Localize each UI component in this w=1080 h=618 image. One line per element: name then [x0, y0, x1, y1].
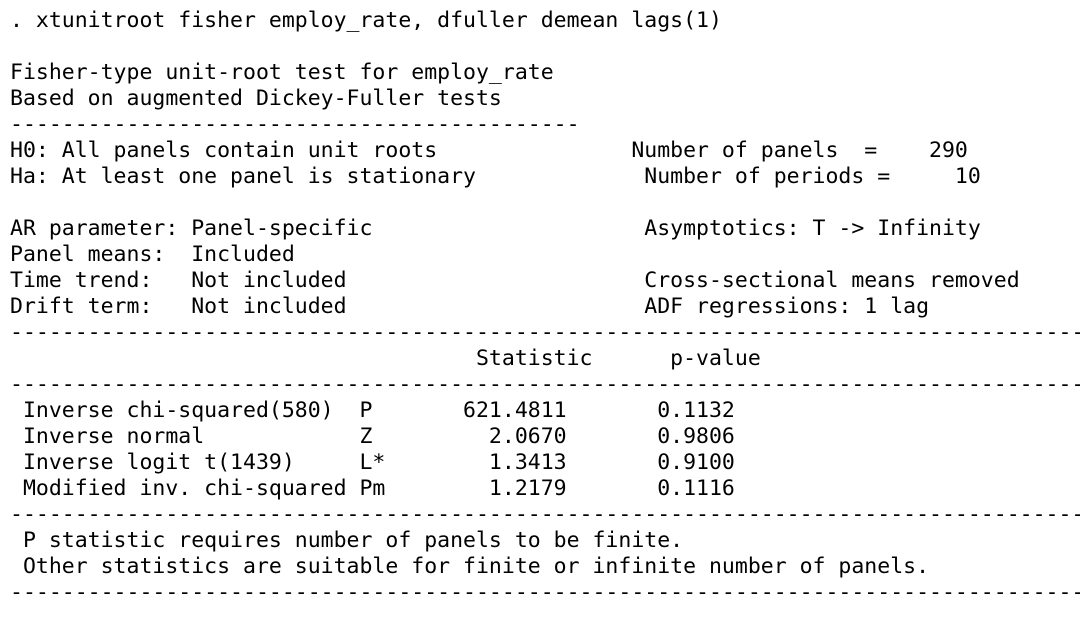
- time-trend-line: Time trend: Not included Cross-sectional…: [10, 268, 1020, 293]
- panel-means-line: Panel means: Included: [10, 242, 295, 267]
- table-row: Inverse chi-squared(580) P 621.4811 0.11…: [10, 398, 735, 423]
- h0-line: H0: All panels contain unit roots Number…: [10, 138, 968, 163]
- note-line-1: P statistic requires number of panels to…: [10, 528, 684, 553]
- short-rule: ----------------------------------------…: [10, 112, 580, 137]
- note-line-2: Other statistics are suitable for finite…: [10, 554, 930, 579]
- test-title: Fisher-type unit-root test for employ_ra…: [10, 60, 554, 85]
- table-top-rule: ----------------------------------------…: [10, 320, 1080, 345]
- closing-rule: ----------------------------------------…: [10, 580, 1080, 605]
- blank-line: [10, 34, 1080, 60]
- table-header-rule: ----------------------------------------…: [10, 372, 1080, 397]
- ha-line: Ha: At least one panel is stationary Num…: [10, 164, 981, 189]
- drift-term-line: Drift term: Not included ADF regressions…: [10, 294, 930, 319]
- stata-results-window: . xtunitroot fisher employ_rate, dfuller…: [10, 8, 1080, 606]
- command-line: . xtunitroot fisher employ_rate, dfuller…: [10, 8, 722, 33]
- blank-line: [10, 190, 1080, 216]
- table-row: Inverse logit t(1439) L* 1.3413 0.9100: [10, 450, 735, 475]
- table-bottom-rule: ----------------------------------------…: [10, 502, 1080, 527]
- table-row: Modified inv. chi-squared Pm 1.2179 0.11…: [10, 476, 735, 501]
- table-row: Inverse normal Z 2.0670 0.9806: [10, 424, 735, 449]
- test-subtitle: Based on augmented Dickey-Fuller tests: [10, 86, 502, 111]
- ar-parameter-line: AR parameter: Panel-specific Asymptotics…: [10, 216, 981, 241]
- table-header-row: Statistic p-value: [10, 346, 761, 371]
